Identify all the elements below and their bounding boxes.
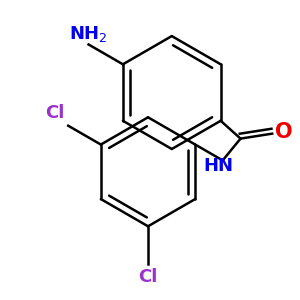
Text: HN: HN <box>204 157 234 175</box>
Text: Cl: Cl <box>45 104 64 122</box>
Text: Cl: Cl <box>138 268 158 286</box>
Text: O: O <box>275 122 293 142</box>
Text: NH$_2$: NH$_2$ <box>69 25 108 44</box>
